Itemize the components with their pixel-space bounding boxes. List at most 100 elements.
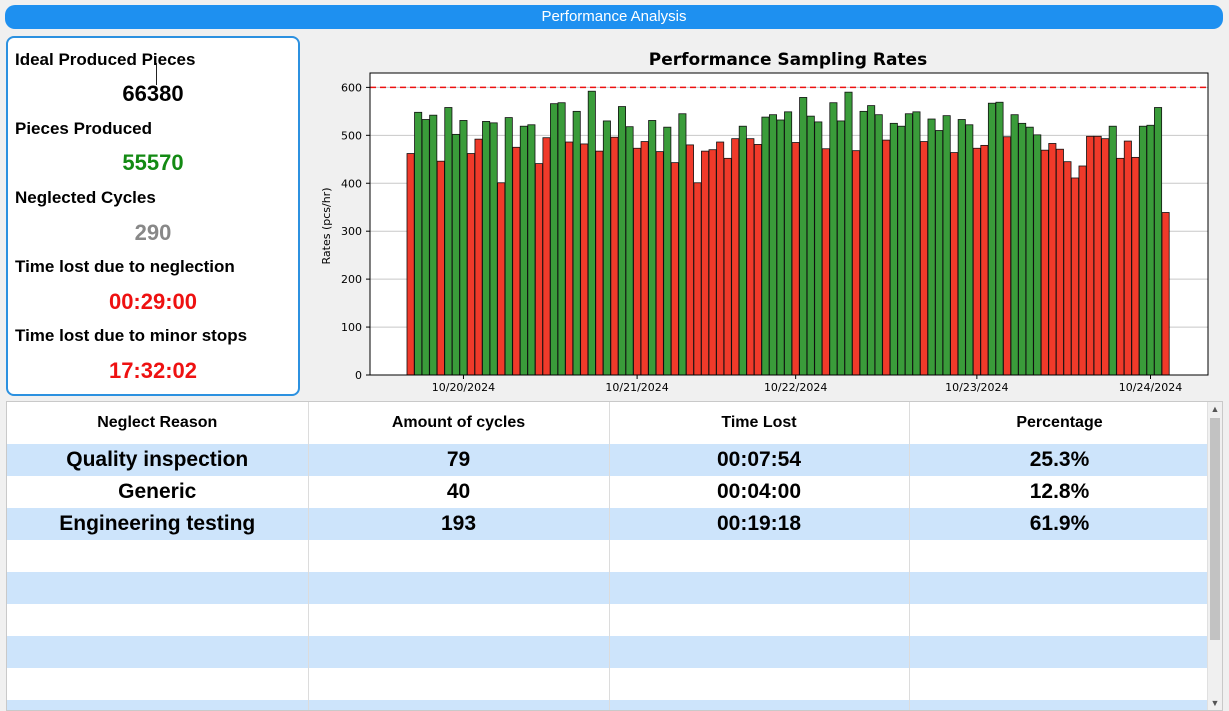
kpi-value-time-lost-neglection: 00:29:00 — [108, 289, 198, 314]
column-header-time-lost[interactable]: Time Lost — [609, 402, 910, 444]
bar — [587, 90, 596, 376]
window-title: Performance Analysis — [541, 8, 687, 25]
bar — [776, 119, 785, 376]
bar — [497, 182, 506, 376]
table-row-empty[interactable] — [7, 572, 1211, 604]
cell-percentage: 25.3% — [909, 444, 1211, 476]
bar — [444, 107, 453, 376]
kpi-label-pieces-produced: Pieces Produced — [15, 119, 153, 138]
bar — [1063, 161, 1072, 376]
bar — [731, 138, 740, 376]
cell-amount-of-cycles: 40 — [308, 476, 610, 508]
bar — [965, 124, 974, 376]
bar — [534, 163, 543, 376]
bar — [557, 102, 566, 376]
text-cursor — [156, 63, 157, 85]
bar — [489, 122, 498, 376]
bar — [716, 141, 725, 376]
kpi-label-ideal-pieces: Ideal Produced Pieces — [15, 50, 196, 69]
bar — [935, 130, 944, 376]
bar — [972, 147, 981, 376]
table-row-empty[interactable] — [7, 604, 1211, 636]
bar — [829, 102, 838, 376]
bar — [1108, 125, 1117, 376]
bar — [859, 110, 868, 376]
bar — [927, 118, 936, 376]
bar — [414, 111, 423, 376]
bar — [1131, 156, 1140, 376]
table-row[interactable]: Generic 40 00:04:00 12.8% — [7, 476, 1211, 508]
table-scrollbar[interactable]: ▲ ▼ — [1207, 402, 1222, 710]
y-tick-label: 300 — [341, 225, 362, 238]
bar — [957, 119, 966, 376]
neglect-reasons-table: Neglect Reason Amount of cycles Time Los… — [6, 401, 1223, 711]
bar — [595, 150, 604, 376]
kpi-value-pieces-produced: 55570 — [122, 150, 184, 175]
column-header-percentage[interactable]: Percentage — [909, 402, 1211, 444]
table-row-empty[interactable] — [7, 668, 1211, 700]
bar — [640, 141, 649, 376]
bar — [625, 126, 634, 376]
bar — [617, 106, 626, 376]
bar — [655, 151, 664, 376]
bar — [836, 120, 845, 376]
bar — [761, 116, 770, 376]
table-row[interactable]: Quality inspection 79 00:07:54 25.3% — [7, 444, 1211, 476]
bar — [602, 120, 611, 376]
scroll-down-arrow-icon[interactable]: ▼ — [1210, 698, 1220, 708]
scrollbar-thumb[interactable] — [1210, 418, 1220, 640]
bar — [572, 110, 581, 376]
scroll-up-arrow-icon[interactable]: ▲ — [1210, 404, 1220, 414]
bar — [685, 144, 694, 376]
table-row[interactable]: Engineering testing 193 00:19:18 61.9% — [7, 508, 1211, 540]
bar — [784, 111, 793, 376]
cell-neglect-reason: Generic — [7, 476, 309, 508]
column-header-amount-of-cycles[interactable]: Amount of cycles — [308, 402, 610, 444]
window-title-bar: Performance Analysis — [5, 5, 1223, 29]
bar — [693, 182, 702, 376]
chart-bars — [406, 90, 1170, 376]
x-tick-label: 10/24/2024 — [1119, 381, 1182, 394]
bar — [701, 150, 710, 376]
kpi-label-time-lost-neglection: Time lost due to neglection — [15, 257, 235, 276]
table-row-empty[interactable] — [7, 636, 1211, 668]
cell-amount-of-cycles: 193 — [308, 508, 610, 540]
bar — [406, 153, 415, 376]
bar — [1154, 107, 1163, 376]
cell-neglect-reason: Quality inspection — [7, 444, 309, 476]
bar — [1101, 138, 1110, 376]
bar — [708, 149, 717, 376]
bar — [1048, 143, 1057, 376]
bar — [746, 138, 755, 376]
bar — [421, 119, 430, 376]
bar — [1161, 212, 1170, 376]
cell-percentage: 12.8% — [909, 476, 1211, 508]
bar — [459, 120, 468, 376]
kpi-value-ideal-pieces: 66380 — [122, 81, 184, 106]
cell-time-lost: 00:04:00 — [609, 476, 910, 508]
bar — [678, 113, 687, 376]
table-row-empty[interactable] — [7, 540, 1211, 572]
bar — [1033, 134, 1042, 376]
kpi-value-time-lost-minor-stops: 17:32:02 — [108, 358, 198, 383]
bar — [950, 152, 959, 376]
y-tick-label: 600 — [341, 81, 362, 94]
performance-chart: Performance Sampling Rates Rates (pcs/hr… — [310, 40, 1220, 400]
bar — [1093, 135, 1102, 376]
bar — [852, 150, 861, 376]
bar — [912, 111, 921, 376]
bar — [874, 114, 883, 376]
bar — [1018, 122, 1027, 376]
bar — [753, 144, 762, 376]
bar — [648, 120, 657, 376]
table-row-empty[interactable] — [7, 700, 1211, 710]
bar — [1116, 157, 1125, 376]
cell-time-lost: 00:19:18 — [609, 508, 910, 540]
cell-neglect-reason: Engineering testing — [7, 508, 309, 540]
cell-time-lost: 00:07:54 — [609, 444, 910, 476]
bar — [670, 162, 679, 376]
column-header-neglect-reason[interactable]: Neglect Reason — [7, 402, 309, 444]
bar — [1040, 149, 1049, 376]
kpi-value-neglected-cycles: 290 — [134, 220, 172, 245]
bar — [920, 141, 929, 376]
